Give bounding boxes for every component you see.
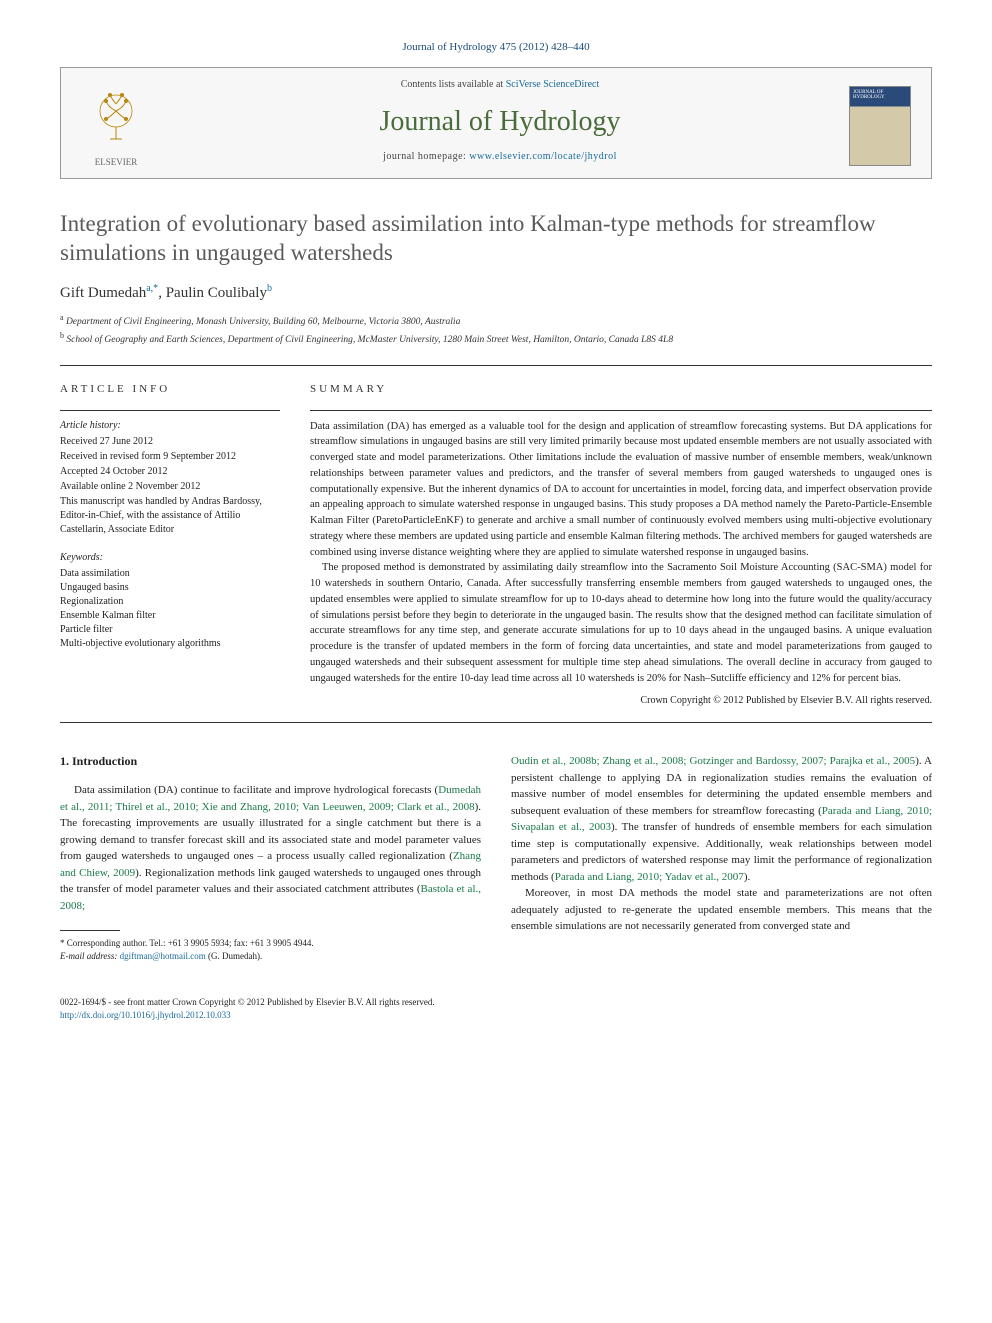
history-revised: Received in revised form 9 September 201… <box>60 450 280 464</box>
keyword-item: Regionalization <box>60 595 280 609</box>
divider <box>60 365 932 366</box>
footer-issn: 0022-1694/$ - see front matter Crown Cop… <box>60 996 932 1009</box>
body-right-p2: Moreover, in most DA methods the model s… <box>511 885 932 935</box>
body-text-right: Oudin et al., 2008b; Zhang et al., 2008;… <box>511 753 932 935</box>
summary-heading: SUMMARY <box>310 382 932 397</box>
summary-p2: The proposed method is demonstrated by a… <box>310 560 932 686</box>
author-1-sup: a,* <box>146 283 158 294</box>
footnote-email-link[interactable]: dgiftman@hotmail.com <box>120 951 206 961</box>
header-citation: Journal of Hydrology 475 (2012) 428–440 <box>60 40 932 55</box>
homepage-prefix: journal homepage: <box>383 151 469 162</box>
elsevier-tree-icon <box>86 89 146 149</box>
author-separator: , <box>158 285 166 301</box>
footnote-divider <box>60 930 120 931</box>
publisher-logo[interactable]: ELSEVIER <box>81 84 151 169</box>
editor-note: This manuscript was handled by Andras Ba… <box>60 495 280 537</box>
journal-cover-thumbnail[interactable]: JOURNAL OF HYDROLOGY <box>849 86 911 166</box>
contents-prefix: Contents lists available at <box>401 79 506 90</box>
section-title: Introduction <box>72 754 137 768</box>
affiliation-b: b School of Geography and Earth Sciences… <box>60 330 932 347</box>
page-footer: 0022-1694/$ - see front matter Crown Cop… <box>60 992 932 1021</box>
article-title: Integration of evolutionary based assimi… <box>60 209 932 269</box>
journal-homepage: journal homepage: www.elsevier.com/locat… <box>151 150 849 174</box>
keyword-item: Multi-objective evolutionary algorithms <box>60 637 280 651</box>
body-text-left: Data assimilation (DA) continue to facil… <box>60 782 481 914</box>
affiliation-b-text: School of Geography and Earth Sciences, … <box>66 335 673 345</box>
body-span: ). <box>744 871 750 883</box>
keywords-label: Keywords: <box>60 551 280 565</box>
footnote-email-label: E-mail address: <box>60 951 120 961</box>
sciencedirect-link[interactable]: SciVerse ScienceDirect <box>506 79 600 90</box>
keyword-item: Ensemble Kalman filter <box>60 609 280 623</box>
cover-title: JOURNAL OF HYDROLOGY <box>853 90 907 101</box>
keyword-item: Particle filter <box>60 623 280 637</box>
doi-link[interactable]: http://dx.doi.org/10.1016/j.jhydrol.2012… <box>60 1010 231 1020</box>
publisher-name: ELSEVIER <box>81 156 151 169</box>
journal-header-box: ELSEVIER Contents lists available at Sci… <box>60 67 932 178</box>
summary-text: Data assimilation (DA) has emerged as a … <box>310 419 932 687</box>
keyword-item: Data assimilation <box>60 567 280 581</box>
author-1[interactable]: Gift Dumedah <box>60 285 146 301</box>
contents-line: Contents lists available at SciVerse Sci… <box>151 78 849 92</box>
article-info-heading: ARTICLE INFO <box>60 382 280 397</box>
history-accepted: Accepted 24 October 2012 <box>60 465 280 479</box>
author-2-sup: b <box>267 283 272 294</box>
body-span: Data assimilation (DA) continue to facil… <box>74 784 438 796</box>
history-online: Available online 2 November 2012 <box>60 480 280 494</box>
corresponding-author-footnote: * Corresponding author. Tel.: +61 3 9905… <box>60 937 481 962</box>
history-label: Article history: <box>60 419 280 433</box>
journal-name: Journal of Hydrology <box>151 102 849 141</box>
author-2[interactable]: Paulin Coulibaly <box>166 285 267 301</box>
history-received: Received 27 June 2012 <box>60 435 280 449</box>
citation-link[interactable]: Oudin et al., 2008b; Zhang et al., 2008;… <box>511 755 915 767</box>
affiliation-a: a Department of Civil Engineering, Monas… <box>60 312 932 329</box>
citation-link[interactable]: Parada and Liang, 2010; Yadav et al., 20… <box>555 871 744 883</box>
section-heading: 1. Introduction <box>60 753 481 770</box>
authors-line: Gift Dumedaha,*, Paulin Coulibalyb <box>60 282 932 304</box>
footnote-corr: * Corresponding author. Tel.: +61 3 9905… <box>60 937 481 950</box>
footnote-email-person: (G. Dumedah). <box>206 951 262 961</box>
affiliation-a-text: Department of Civil Engineering, Monash … <box>66 318 460 328</box>
summary-p1: Data assimilation (DA) has emerged as a … <box>310 419 932 561</box>
summary-copyright: Crown Copyright © 2012 Published by Else… <box>310 694 932 708</box>
section-number: 1. <box>60 754 69 768</box>
divider <box>60 722 932 723</box>
keyword-item: Ungauged basins <box>60 581 280 595</box>
homepage-link[interactable]: www.elsevier.com/locate/jhydrol <box>469 151 617 162</box>
